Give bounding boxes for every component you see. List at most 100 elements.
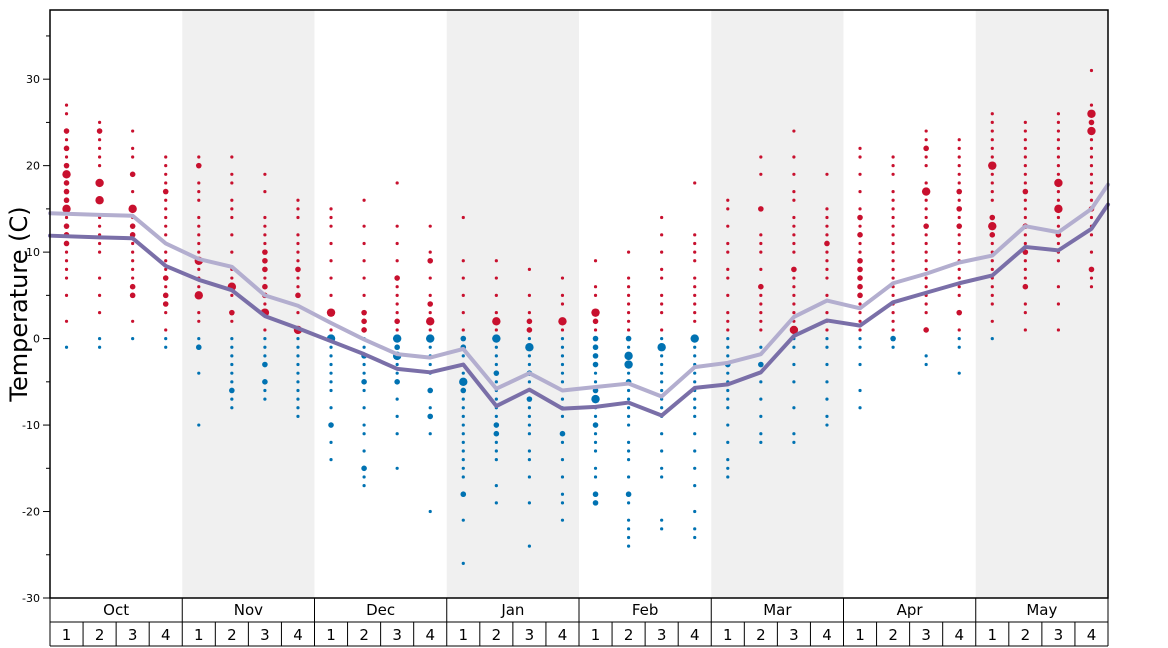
temperature-dot	[129, 232, 136, 238]
temperature-dot	[858, 336, 862, 341]
week-label: 1	[723, 626, 733, 644]
temperature-dot	[858, 362, 862, 367]
temperature-dot	[891, 164, 895, 168]
temperature-dot	[395, 328, 399, 332]
temperature-dot	[428, 276, 432, 280]
temperature-dot	[131, 267, 135, 272]
temperature-dot	[1088, 119, 1095, 126]
temperature-dot	[560, 440, 565, 444]
temperature-dot	[1023, 120, 1027, 125]
month-band	[975, 10, 1108, 598]
temperature-dot	[164, 285, 168, 289]
temperature-dot	[461, 423, 465, 427]
temperature-dot	[392, 334, 402, 343]
temperature-dot	[990, 319, 994, 323]
temperature-dot	[957, 241, 961, 246]
temperature-dot	[362, 371, 366, 375]
temperature-dot	[97, 336, 102, 341]
temperature-dot	[97, 241, 102, 246]
temperature-dot	[329, 440, 333, 444]
temperature-dot	[1056, 215, 1061, 220]
temperature-dot	[891, 276, 895, 280]
temperature-dot	[825, 276, 829, 280]
temperature-dot	[758, 361, 764, 368]
temperature-dot	[825, 336, 829, 341]
temperature-dot	[361, 327, 367, 333]
temperature-dot	[891, 319, 895, 323]
temperature-dot	[295, 266, 301, 273]
temperature-dot	[493, 422, 500, 428]
temperature-dot	[1023, 311, 1027, 315]
temperature-dot	[891, 207, 895, 211]
temperature-dot	[626, 544, 631, 548]
temperature-dot	[626, 535, 631, 540]
temperature-dot	[924, 233, 928, 237]
temperature-dot	[1022, 283, 1029, 290]
temperature-dot	[693, 241, 697, 246]
temperature-dot	[990, 172, 994, 176]
temperature-dot	[593, 475, 598, 479]
temperature-dot	[759, 250, 763, 254]
temperature-dot	[1089, 164, 1094, 168]
temperature-dot	[394, 344, 400, 351]
temperature-dot	[361, 318, 367, 325]
temperature-dot	[990, 129, 994, 133]
temperature-dot	[693, 293, 697, 297]
month-shading	[182, 10, 1108, 598]
temperature-dot	[230, 293, 234, 297]
temperature-dot	[460, 387, 467, 394]
temperature-dot	[593, 432, 598, 436]
temperature-dot	[592, 335, 599, 342]
temperature-dot	[361, 309, 367, 316]
temperature-dot	[593, 440, 598, 444]
temperature-dot	[263, 345, 267, 349]
month-label: May	[1026, 601, 1057, 619]
week-label: 3	[1054, 626, 1064, 644]
temperature-dot	[726, 388, 730, 393]
temperature-dot	[460, 335, 467, 342]
temperature-dot	[527, 354, 532, 358]
temperature-dot	[492, 317, 501, 326]
temperature-dot	[197, 233, 201, 237]
temperature-dot	[1023, 241, 1027, 246]
temperature-dot	[129, 171, 136, 178]
temperature-dot	[957, 164, 961, 168]
temperature-dot	[825, 345, 829, 349]
temperature-dot	[560, 276, 565, 280]
temperature-dot	[924, 276, 928, 280]
temperature-dot	[891, 215, 895, 220]
temperature-dot	[693, 535, 697, 540]
temperature-dot	[527, 336, 532, 341]
temperature-dot	[1054, 178, 1063, 188]
temperature-dot	[197, 250, 201, 254]
temperature-dot	[164, 233, 168, 237]
temperature-dot	[197, 198, 201, 202]
temperature-dot	[924, 267, 928, 272]
temperature-dot	[693, 466, 697, 470]
lower-line	[48, 202, 1110, 418]
temperature-dot	[923, 327, 929, 333]
temperature-dot	[164, 172, 168, 176]
temperature-dot	[560, 371, 565, 375]
temperature-dot	[461, 466, 465, 470]
temperature-dot	[428, 406, 432, 410]
temperature-dot	[957, 146, 961, 150]
temperature-dot	[759, 397, 763, 401]
temperature-dot	[97, 138, 102, 142]
temperature-dot	[128, 204, 137, 214]
temperature-dot	[560, 345, 565, 349]
temperature-dot	[461, 293, 465, 297]
temperature-dot	[857, 275, 863, 281]
temperature-dot	[957, 172, 961, 176]
temperature-dot	[64, 103, 69, 107]
temperature-dot	[527, 293, 532, 297]
temperature-dot	[560, 518, 565, 522]
temperature-dot	[792, 406, 796, 410]
temperature-dot	[593, 371, 598, 375]
temperature-dot	[990, 293, 994, 297]
temperature-dot	[792, 362, 796, 367]
temperature-dot	[890, 335, 896, 342]
temperature-dot	[395, 362, 399, 367]
temperature-dot	[525, 343, 534, 352]
temperature-dot	[428, 509, 432, 514]
